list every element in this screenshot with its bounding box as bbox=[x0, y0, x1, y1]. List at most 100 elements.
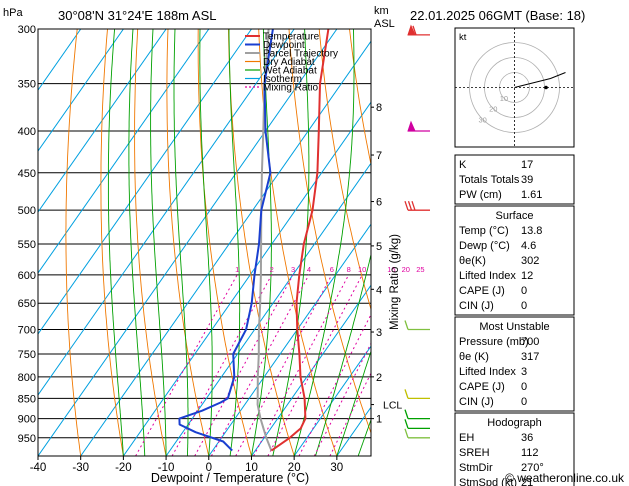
mixing-ratio-label: 10 bbox=[358, 265, 366, 274]
hodograph-ring-label: 10 bbox=[500, 94, 508, 103]
surface-row-value: 0 bbox=[521, 300, 527, 312]
pressure-tick-label: 750 bbox=[18, 349, 36, 361]
pressure-tick-label: 900 bbox=[18, 414, 36, 426]
dry-adiabat-line bbox=[100, 29, 124, 456]
isotherm-line bbox=[38, 29, 167, 213]
temperature-axis: -40 -30 -20 -10 0 10 20 30 bbox=[30, 456, 343, 474]
temperature-line bbox=[270, 29, 330, 452]
surface-row-value: 302 bbox=[521, 255, 539, 267]
mixing-ratio-label: 3 bbox=[291, 265, 295, 274]
mixing-ratio-label: 16 bbox=[387, 265, 395, 274]
most-unstable-row-label: Pressure (mb) bbox=[459, 336, 529, 348]
wind-barb-feather bbox=[404, 409, 409, 419]
wind-barb bbox=[407, 24, 430, 36]
pressure-tick-label: 300 bbox=[18, 24, 36, 36]
temperature-tick-label: -20 bbox=[115, 462, 132, 474]
hodograph-ring-label: 20 bbox=[489, 105, 497, 114]
height-km-axis: 1 2 3 4 5 6 7 8 LCL bbox=[371, 102, 402, 426]
km-unit-label: km bbox=[374, 5, 389, 17]
wind-barb-feather bbox=[407, 200, 413, 211]
surface-row-label: Lifted Index bbox=[459, 270, 516, 282]
wet-adiabat-line bbox=[315, 252, 371, 456]
temperature-tick-label: -30 bbox=[72, 462, 89, 474]
km-tick-label: 6 bbox=[376, 197, 382, 209]
wind-barbs bbox=[404, 24, 430, 439]
surface-row-value: 13.8 bbox=[521, 225, 542, 237]
isotherm-line bbox=[38, 29, 210, 274]
dry-adiabat-line bbox=[228, 29, 295, 456]
indices-row-label: Totals Totals bbox=[459, 174, 520, 186]
surface-row-value: 4.6 bbox=[521, 240, 536, 252]
dry-adiabat-line bbox=[65, 29, 82, 456]
isotherm-line bbox=[80, 40, 371, 456]
most-unstable-row-value: 317 bbox=[521, 351, 539, 363]
temperature-tick-label: 10 bbox=[245, 462, 258, 474]
hodograph-unit-label: kt bbox=[459, 32, 467, 43]
hodograph-table-row-value: 36 bbox=[521, 432, 533, 444]
mixing-ratio-label: 25 bbox=[416, 265, 424, 274]
km-tick-label: 5 bbox=[376, 241, 382, 253]
hodograph-table-title: Hodograph bbox=[487, 417, 541, 429]
mixing-ratio-label: 6 bbox=[330, 265, 334, 274]
mixing-ratio-axis-title: Mixing Ratio (g/kg) bbox=[389, 234, 401, 330]
datetime-title: 22.01.2025 06GMT (Base: 18) bbox=[410, 8, 585, 23]
profile-series bbox=[178, 29, 330, 452]
dry-adiabat-line bbox=[318, 29, 371, 311]
pressure-tick-label: 650 bbox=[18, 298, 36, 310]
legend-entry: Dry Adiabat bbox=[263, 57, 315, 68]
isotherm-line bbox=[293, 345, 371, 456]
most-unstable-row-value: 0 bbox=[521, 381, 527, 393]
isotherm-line bbox=[38, 29, 295, 396]
most-unstable-row-value: 700 bbox=[521, 336, 539, 348]
surface-row-value: 0 bbox=[521, 285, 527, 297]
mixing-ratio-line bbox=[329, 372, 371, 456]
mixing-ratio-line bbox=[171, 274, 273, 456]
most-unstable-row-label: CAPE (J) bbox=[459, 381, 505, 393]
dry-adiabat-line bbox=[134, 29, 167, 456]
storm-motion-marker bbox=[544, 85, 548, 90]
dewpoint-line bbox=[178, 29, 274, 452]
most-unstable-row-label: Lifted Index bbox=[459, 366, 516, 378]
dry-adiabat-line bbox=[349, 29, 371, 167]
km-tick-label: 7 bbox=[376, 150, 382, 162]
legend-entry: Wet Adiabat bbox=[263, 66, 317, 77]
wind-barb bbox=[404, 428, 430, 439]
wet-adiabat-line bbox=[336, 349, 371, 456]
wind-barb bbox=[404, 320, 430, 331]
wind-barb-flag bbox=[407, 24, 416, 36]
most-unstable-row-label: CIN (J) bbox=[459, 396, 494, 408]
mixing-ratio-label: 8 bbox=[347, 265, 351, 274]
skewt-plot: 1 2 3 4 6 8 10 16 20 25 3003504004505005506006507… bbox=[18, 24, 629, 474]
plot-frame bbox=[37, 28, 372, 457]
wet-adiabat-line bbox=[150, 29, 167, 456]
lcl-label: LCL bbox=[383, 400, 402, 412]
wind-barb-flag bbox=[407, 120, 416, 132]
wet-adiabat-line bbox=[173, 29, 189, 456]
hodograph-trace bbox=[514, 72, 566, 88]
wet-adiabat-line bbox=[228, 29, 241, 456]
x-axis-title: Dewpoint / Temperature (°C) bbox=[151, 471, 309, 485]
km-tick-label: 4 bbox=[376, 284, 382, 296]
wind-barb-feather bbox=[404, 419, 409, 429]
wind-barb bbox=[404, 200, 430, 211]
legend-entry: Isotherm bbox=[263, 74, 302, 85]
pressure-axis: 300 350 400 450 500 550 600 650 700 750 800 850 900 9… bbox=[18, 24, 36, 445]
pressure-tick-label: 550 bbox=[18, 239, 36, 251]
pressure-tick-label: 350 bbox=[18, 79, 36, 91]
asl-label: ASL bbox=[374, 18, 395, 30]
wet-adiabat-line bbox=[128, 29, 146, 456]
indices-row-value: 39 bbox=[521, 174, 533, 186]
dry-adiabat-line bbox=[622, 29, 629, 456]
wind-barb-feather bbox=[411, 200, 416, 211]
most-unstable-row-value: 3 bbox=[521, 366, 527, 378]
legend-entry: Temperature bbox=[263, 32, 320, 43]
indices-box bbox=[454, 154, 575, 205]
hodograph-table-row-value: 270° bbox=[521, 462, 544, 474]
isotherm-line bbox=[165, 162, 371, 456]
surface-row-label: θe(K) bbox=[459, 255, 486, 267]
isotherm-line bbox=[38, 29, 338, 456]
temperature-tick-label: 20 bbox=[288, 462, 301, 474]
mixing-ratio-labels: 1 2 3 4 6 8 10 16 20 25 bbox=[235, 265, 424, 274]
